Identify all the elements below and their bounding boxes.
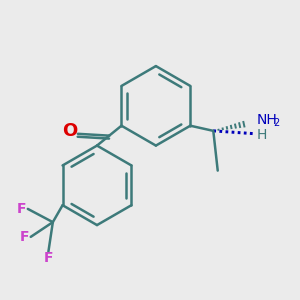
Text: H: H: [257, 128, 267, 142]
Text: F: F: [16, 202, 26, 216]
Text: F: F: [44, 251, 53, 265]
Text: F: F: [20, 230, 29, 244]
Text: NH: NH: [256, 113, 277, 127]
Text: 2: 2: [273, 118, 279, 128]
Text: O: O: [62, 122, 77, 140]
